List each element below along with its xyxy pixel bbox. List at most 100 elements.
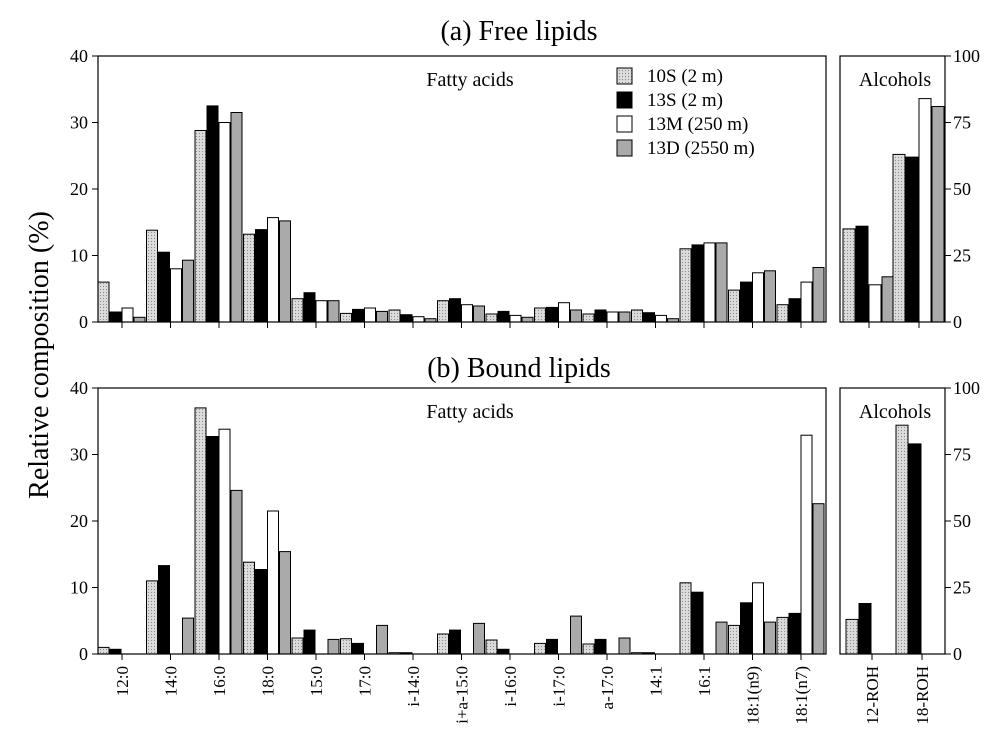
bar	[800, 281, 813, 323]
bar	[842, 228, 856, 323]
legend-swatch	[616, 139, 633, 157]
chart-title-a: (a) Free lipids	[440, 16, 597, 47]
x-tick-label: 12-ROH	[863, 666, 882, 725]
panel-label: Alcohols	[859, 69, 931, 91]
bar	[158, 565, 170, 655]
panel-label: Fatty acids	[426, 401, 513, 423]
bar	[437, 300, 449, 323]
y-tick-label: 50	[953, 511, 971, 531]
bar	[461, 304, 473, 323]
x-tick-label: 16:1	[695, 666, 714, 696]
bar	[509, 314, 522, 323]
bar	[764, 621, 776, 655]
bar	[497, 310, 510, 323]
bar	[895, 424, 909, 655]
x-tick-label: 14:0	[162, 666, 181, 696]
bar	[146, 580, 158, 655]
legend-label: 13D (2550 m)	[647, 138, 755, 159]
bar	[340, 312, 352, 323]
bar	[534, 307, 546, 323]
x-tick-label: 18:0	[259, 666, 278, 696]
bar	[788, 298, 801, 323]
bar	[449, 298, 461, 323]
y-tick-label: 10	[70, 578, 88, 598]
x-tick-label: a-17:0	[598, 666, 617, 709]
y-tick-label: 0	[953, 312, 962, 332]
bar	[752, 582, 764, 655]
bar	[303, 292, 316, 323]
bar	[327, 300, 340, 323]
bar	[352, 308, 364, 323]
bar	[655, 314, 667, 323]
bar	[618, 637, 631, 655]
bar	[327, 638, 340, 655]
bar	[243, 561, 255, 655]
bar	[728, 289, 740, 323]
bar	[376, 624, 388, 655]
bar	[918, 98, 932, 323]
y-tick-label: 40	[70, 378, 88, 398]
bar	[485, 639, 498, 655]
panel-0: 0 10 20 30 40 Fatty acids 10S (2 m) 13S (2 m) 13…	[70, 46, 827, 332]
bar	[340, 638, 352, 655]
bar	[703, 242, 716, 323]
bar	[267, 217, 279, 323]
bar	[618, 311, 631, 323]
bar	[752, 272, 764, 323]
bar	[643, 312, 655, 323]
bar	[194, 130, 207, 323]
legend-label: 13M (250 m)	[647, 114, 748, 135]
bar	[400, 314, 413, 323]
legend-swatch	[616, 115, 633, 133]
chart-title-b: (b) Bound lipids	[427, 353, 611, 384]
bar	[182, 617, 194, 655]
bar	[243, 233, 255, 323]
bar	[776, 616, 789, 655]
bar	[449, 629, 461, 655]
plot-frame	[839, 387, 946, 655]
bar	[158, 251, 170, 323]
bar	[521, 316, 534, 323]
y-tick-label: 30	[70, 113, 88, 133]
bar	[764, 270, 776, 323]
x-tick-label: 15:0	[307, 666, 326, 696]
bar	[133, 316, 146, 323]
x-tick-label: 18-ROH	[913, 666, 932, 725]
bar	[194, 407, 207, 655]
panel-2: 12:0 14:0 16:0 18:0 15:0 17:0 i-14:0 i+a-15:0 i-…	[70, 378, 827, 725]
bar	[388, 309, 401, 323]
bar	[230, 489, 243, 655]
bar	[146, 229, 158, 323]
y-tick-label: 30	[70, 445, 88, 465]
x-tick-label: 12:0	[113, 666, 132, 696]
bar	[206, 436, 219, 655]
bar	[230, 112, 243, 323]
bar	[800, 434, 813, 655]
bar	[868, 284, 882, 323]
bar	[931, 106, 945, 323]
y-tick-label: 50	[953, 179, 971, 199]
x-tick-label: 18:1(n9)	[744, 666, 763, 725]
legend-swatch	[616, 91, 633, 109]
bar	[497, 648, 510, 655]
bar	[905, 156, 919, 323]
bar	[788, 612, 801, 655]
y-tick-label: 0	[79, 312, 88, 332]
legend-swatch	[616, 67, 633, 85]
bar	[582, 643, 595, 655]
bar	[812, 503, 825, 655]
bar	[606, 311, 619, 323]
bar	[570, 615, 582, 655]
y-tick-label: 0	[953, 644, 962, 664]
bar	[255, 569, 267, 655]
y-tick-label: 40	[70, 46, 88, 66]
bar	[97, 646, 110, 655]
bar	[218, 428, 231, 655]
bar	[631, 309, 643, 323]
bar	[715, 242, 728, 323]
bar	[855, 225, 869, 323]
bar	[218, 122, 231, 323]
legend-label: 13S (2 m)	[647, 90, 723, 111]
x-tick-label: i+a-15:0	[453, 666, 472, 724]
